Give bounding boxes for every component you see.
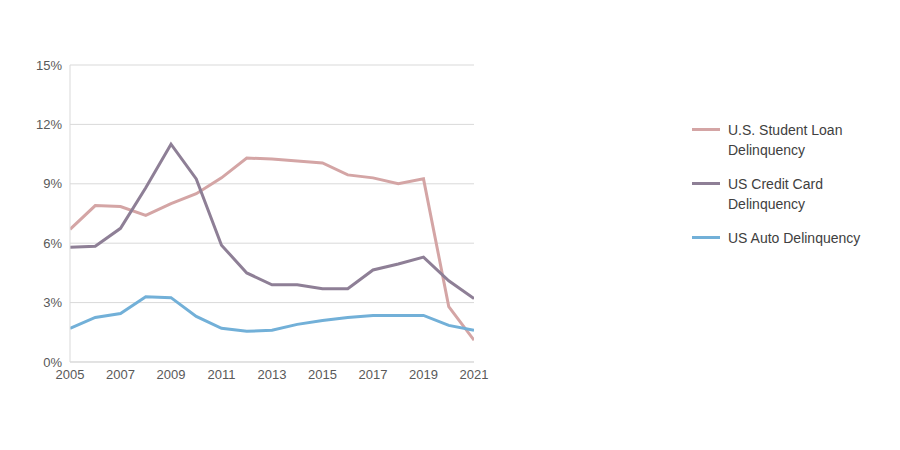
svg-text:2015: 2015 — [308, 367, 337, 382]
svg-text:2021: 2021 — [460, 367, 489, 382]
svg-text:2005: 2005 — [55, 367, 85, 383]
html-text:US Credit Card Delinquency: US Credit Card Delinquency — [728, 176, 823, 212]
svg-text:2019: 2019 — [409, 367, 438, 382]
svg-text:2009: 2009 — [157, 367, 186, 382]
svg-text:2007: 2007 — [106, 367, 135, 382]
html-text:US Auto Delinquency: US Auto Delinquency — [728, 230, 861, 246]
svg-text:15%: 15% — [36, 58, 62, 73]
svg-text:12%: 12% — [36, 117, 62, 132]
svg-text:3%: 3% — [43, 295, 62, 310]
svg-text:0%: 0% — [43, 355, 62, 370]
html-text:U.S. Student Loan Delinquency: U.S. Student Loan Delinquency — [728, 122, 843, 158]
svg-text:2013: 2013 — [258, 367, 287, 382]
svg-text:2011: 2011 — [208, 367, 236, 382]
svg-text:6%: 6% — [43, 236, 62, 251]
svg-text:2017: 2017 — [359, 367, 388, 382]
svg-text:9%: 9% — [43, 176, 62, 191]
